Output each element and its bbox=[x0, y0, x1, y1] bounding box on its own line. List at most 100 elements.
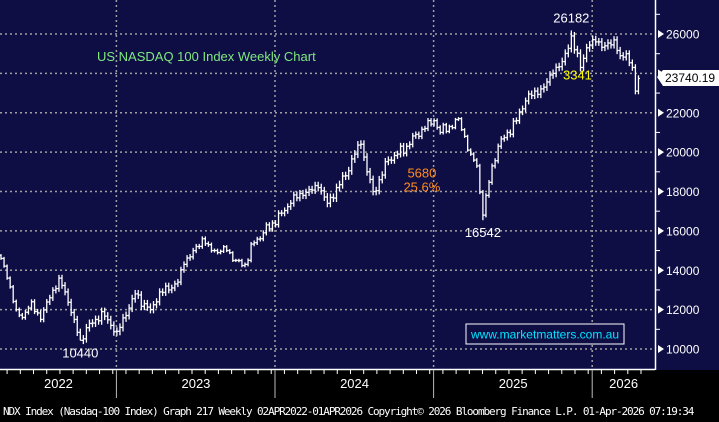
weekly-bar bbox=[14, 299, 18, 312]
weekly-bar bbox=[539, 85, 543, 99]
weekly-bar bbox=[569, 30, 573, 53]
y-tick-marker bbox=[658, 226, 664, 235]
weekly-bar bbox=[289, 200, 293, 210]
weekly-bar bbox=[316, 181, 320, 192]
weekly-bar bbox=[255, 236, 259, 246]
weekly-bar bbox=[630, 59, 634, 71]
weekly-bar bbox=[594, 35, 598, 46]
weekly-bar bbox=[499, 136, 503, 149]
weekly-bar bbox=[158, 288, 162, 306]
weekly-bar bbox=[368, 167, 372, 184]
weekly-bar bbox=[264, 222, 268, 236]
weekly-bar bbox=[136, 289, 140, 299]
weekly-bar bbox=[261, 230, 265, 242]
weekly-bar bbox=[542, 83, 546, 93]
weekly-bar bbox=[301, 189, 305, 200]
weekly-bar bbox=[572, 31, 576, 54]
weekly-bar bbox=[609, 39, 613, 49]
weekly-bar bbox=[429, 118, 433, 127]
weekly-bar bbox=[133, 289, 137, 303]
weekly-bar bbox=[54, 285, 58, 294]
weekly-bar bbox=[270, 220, 274, 232]
weekly-bar bbox=[194, 243, 198, 254]
y-tick-marker bbox=[658, 148, 664, 157]
weekly-bar bbox=[575, 45, 579, 58]
weekly-bar bbox=[63, 282, 67, 296]
weekly-bar bbox=[441, 122, 445, 135]
weekly-bar bbox=[548, 71, 552, 86]
weekly-bar bbox=[457, 117, 460, 122]
weekly-bar bbox=[414, 131, 418, 139]
watermark-text[interactable]: www.marketmatters.com.au bbox=[470, 328, 619, 342]
weekly-bar bbox=[426, 117, 430, 132]
plot-background bbox=[0, 0, 719, 370]
weekly-bar bbox=[295, 191, 299, 202]
weekly-bar bbox=[356, 141, 360, 159]
weekly-bar bbox=[420, 126, 424, 140]
weekly-bar bbox=[298, 189, 302, 202]
weekly-bar bbox=[490, 163, 494, 185]
weekly-bar bbox=[36, 308, 40, 316]
weekly-bar bbox=[0, 254, 3, 260]
weekly-bar bbox=[350, 154, 354, 175]
weekly-bar bbox=[191, 247, 195, 260]
weekly-bar bbox=[475, 158, 479, 168]
y-tick-marker bbox=[658, 187, 664, 196]
watermark-box[interactable]: www.marketmatters.com.au bbox=[465, 323, 625, 345]
weekly-bar bbox=[203, 236, 207, 246]
weekly-bar bbox=[84, 323, 88, 343]
weekly-bar bbox=[280, 210, 284, 217]
weekly-bar bbox=[30, 299, 33, 311]
weekly-bar bbox=[472, 152, 476, 162]
weekly-bar bbox=[383, 157, 387, 179]
y-tick-label: 26000 bbox=[666, 28, 700, 42]
weekly-bar bbox=[8, 276, 12, 289]
weekly-bar bbox=[124, 311, 128, 322]
y-tick-marker bbox=[658, 305, 664, 314]
weekly-bar bbox=[179, 266, 183, 286]
weekly-bar bbox=[591, 35, 595, 50]
weekly-bar bbox=[344, 171, 348, 181]
weekly-bar bbox=[524, 97, 528, 113]
weekly-bar bbox=[511, 118, 515, 138]
weekly-bar bbox=[469, 148, 473, 156]
weekly-bar bbox=[600, 38, 604, 52]
weekly-bar bbox=[502, 134, 506, 142]
weekly-bar bbox=[48, 294, 52, 305]
weekly-bar bbox=[392, 152, 396, 164]
weekly-bar bbox=[130, 294, 134, 313]
weekly-bar bbox=[39, 310, 43, 323]
weekly-bar bbox=[100, 307, 104, 325]
axes: 10000 12000 14000 16000 18000 20000 22000 26000… bbox=[0, 0, 700, 398]
weekly-bar bbox=[2, 256, 6, 268]
weekly-bar bbox=[353, 150, 357, 163]
weekly-bar bbox=[399, 142, 403, 158]
weekly-bar bbox=[148, 303, 152, 314]
weekly-bar bbox=[514, 117, 518, 125]
annotation-label: 16542 bbox=[465, 225, 501, 240]
y-tick-marker bbox=[658, 345, 664, 353]
weekly-bar bbox=[636, 75, 640, 95]
weekly-bar bbox=[359, 140, 363, 150]
weekly-bar bbox=[365, 153, 369, 176]
weekly-bar bbox=[97, 315, 101, 325]
weekly-bar bbox=[481, 189, 485, 221]
weekly-bar bbox=[219, 249, 223, 255]
weekly-bar bbox=[60, 274, 64, 289]
weekly-bar bbox=[173, 280, 177, 292]
weekly-bar bbox=[240, 258, 244, 268]
weekly-bar bbox=[633, 64, 637, 95]
weekly-bar bbox=[606, 39, 610, 50]
weekly-bar bbox=[213, 248, 216, 253]
weekly-bar bbox=[588, 41, 592, 52]
weekly-bar bbox=[478, 163, 482, 195]
weekly-bar bbox=[267, 222, 271, 232]
chart-title: US NASDAQ 100 Index Weekly Chart bbox=[97, 49, 316, 64]
weekly-bar bbox=[310, 185, 314, 194]
weekly-bar bbox=[493, 158, 497, 169]
y-tick-label: 12000 bbox=[666, 303, 700, 317]
weekly-bar bbox=[597, 37, 601, 46]
weekly-bar bbox=[139, 291, 143, 311]
weekly-bar bbox=[87, 319, 91, 332]
weekly-bar bbox=[447, 124, 451, 134]
